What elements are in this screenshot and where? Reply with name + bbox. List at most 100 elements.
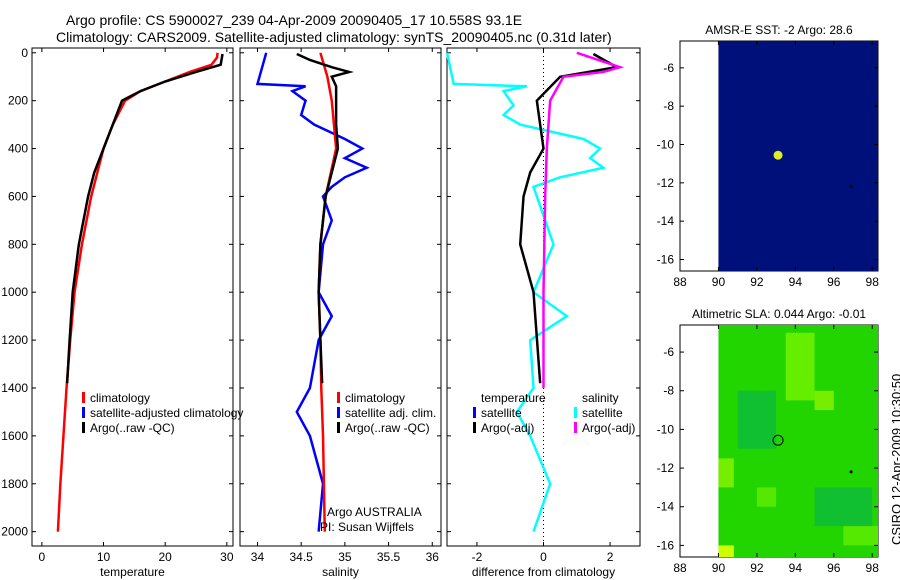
x-tick-label: 35 [338,550,352,564]
map-title: AMSR-E SST: -2 Argo: 28.6 [705,23,853,37]
legend-header-temperature: temperature [481,391,546,405]
y-tick-label: 1800 [1,477,28,491]
title-line-2: Climatology: CARS2009. Satellite-adjuste… [56,29,612,45]
legend-label: Argo(-adj) [582,421,635,435]
y-tick-label: -12 [657,176,675,190]
x-tick-label: 90 [712,275,726,289]
y-tick-label: -8 [663,99,674,113]
title-line-1: Argo profile: CS 5900027_239 04-Apr-2009… [66,12,523,28]
x-tick-label: 30 [220,550,234,564]
x-tick-label: 94 [789,561,803,575]
x-tick-label: 2 [607,550,614,564]
x-axis-label: temperature [100,565,165,579]
y-tick-label: 1400 [1,381,28,395]
x-tick-label: 34.5 [289,550,313,564]
legend-swatch [82,407,85,418]
y-tick-label: 400 [8,142,28,156]
map-title: Altimetric SLA: 0.044 Argo: -0.01 [692,307,866,321]
x-tick-label: 0 [540,550,547,564]
legend-label: Argo(-adj) [481,421,534,435]
y-tick-label: -6 [663,61,674,75]
legend-label: satellite adj. clim. [345,406,436,420]
y-tick-label: 600 [8,189,28,203]
axes-box-1 [239,47,442,547]
y-tick-label: 2000 [1,525,28,539]
y-tick-label: 800 [8,237,28,251]
y-tick-label: 1200 [1,333,28,347]
sla-patch [814,390,834,411]
y-tick-label: 0 [21,46,28,60]
x-tick-label: -2 [472,550,483,564]
legend-swatch [82,422,85,433]
x-tick-label: 94 [789,275,803,289]
x-tick-label: 90 [712,561,726,575]
legend-swatch [473,422,476,433]
x-tick-label: 92 [750,275,764,289]
y-tick-label: -14 [657,214,675,228]
legend-swatch [82,392,85,403]
y-tick-label: 200 [8,94,28,108]
series-line-climatology [56,52,219,532]
series-line-argo-raw-qc- [296,52,354,384]
x-tick-label: 98 [866,561,880,575]
sla-patch [756,487,777,507]
sla-patch [737,390,777,449]
legend-label: Argo(..raw -QC) [345,421,430,435]
annotation-float: Argo AUSTRALIA [327,505,422,519]
legend-label: satellite-adjusted climatology [90,406,243,420]
y-tick-label: -6 [663,345,674,359]
legend-label: satellite [481,406,522,420]
x-tick-label: 34 [251,550,265,564]
x-tick-label: 96 [827,275,841,289]
y-tick-label: -14 [657,500,675,514]
series-line-argo-raw-qc- [65,53,224,384]
axes-box-0 [31,47,234,547]
float-track-dot [849,470,853,474]
x-axis-label: difference from climatology [472,565,615,579]
sla-patch [785,332,815,401]
x-tick-label: 88 [673,275,687,289]
argo-position-marker [773,150,783,160]
y-tick-label: 1600 [1,429,28,443]
x-tick-label: 20 [158,550,172,564]
float-track-dot [849,185,853,189]
legend-swatch [337,392,340,403]
legend-swatch [574,407,577,418]
legend-header-salinity: salinity [582,391,619,405]
x-tick-label: 92 [750,561,764,575]
x-tick-label: 36 [426,550,440,564]
side-timestamp: CSIRO 12-Apr-2009 10:30:50 [889,373,900,545]
y-tick-label: -8 [663,384,674,398]
legend-swatch [337,407,340,418]
legend-label: climatology [90,391,150,405]
y-tick-label: -10 [657,138,675,152]
y-tick-label: -16 [657,538,675,552]
sla-patch [718,458,734,488]
series-line-temperature-argo-adj- [518,52,621,384]
legend-label: satellite [582,406,623,420]
sla-patch [718,545,734,557]
y-tick-label: -12 [657,461,675,475]
y-tick-label: -10 [657,422,675,436]
x-tick-label: 98 [866,275,880,289]
x-tick-label: 88 [673,561,687,575]
x-axis-label: salinity [322,565,359,579]
x-tick-label: 10 [97,550,111,564]
sla-patch [843,526,878,546]
legend-swatch [473,407,476,418]
y-tick-label: -16 [657,253,675,267]
x-tick-label: 96 [827,561,841,575]
series-line-satellite-adj-clim- [255,52,370,532]
legend-swatch [337,422,340,433]
map-field-0 [718,41,878,271]
x-tick-label: 0 [39,550,46,564]
legend-label: climatology [345,391,405,405]
x-tick-label: 35.5 [377,550,401,564]
series-line-salinity-argo-adj- [542,51,625,388]
series-line-salinity-satellite [445,52,607,533]
argo-position-marker [772,434,784,446]
legend-swatch [574,422,577,433]
annotation-pi: PI: Susan Wijffels [320,520,414,534]
